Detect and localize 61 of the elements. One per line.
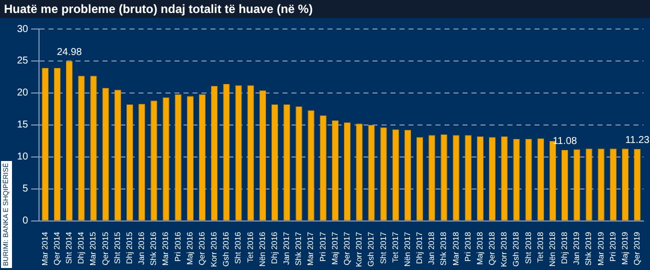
x-tick-label: Korr 2018 [500,231,509,268]
data-label: 11.08 [552,136,578,147]
x-tick-label: Nën 2017 [402,231,412,267]
y-tick-label: 0 [22,216,29,227]
y-tick-label: 15 [17,120,29,131]
x-tick-label: Shk 2018 [439,231,448,266]
x-tick-label: Shk 2017 [294,231,304,266]
x-tick-label: Pri 2017 [318,231,328,262]
x-tick-label: Maj 2017 [330,231,340,265]
x-tick-label: Mar 2018 [451,231,460,266]
x-tick-label: Mar 2016 [161,231,170,266]
x-tick-label: Mar 2017 [306,231,316,266]
y-tick-label: 5 [22,184,29,195]
x-tick-label: Dhj 2014 [76,231,86,264]
x-tick-label: Jan 2018 [427,231,436,265]
chart-title: Huatë me probleme (bruto) ndaj totalit të huave (në %) [0,0,650,18]
x-tick-label: Maj 2016 [185,231,194,265]
x-tick-label: Jan 2019 [572,231,582,265]
x-tick-label: Nën 2016 [258,231,267,267]
x-tick-label: Dhj 2015 [124,231,134,264]
x-tick-label: Qer 2019 [632,231,642,266]
x-tick-label: Qer 2015 [100,231,110,266]
x-tick-label: Gsh 2016 [222,231,231,267]
x-tick-label: Gsh 2018 [512,231,521,267]
x-tick-label: Mar 2019 [596,231,606,266]
x-tick-label: Shk 2019 [584,231,594,266]
x-tick-label: Tet 2018 [536,231,545,263]
x-tick-label: Pri 2019 [608,231,618,262]
x-tick-label: Maj 2019 [620,231,630,265]
data-label: 24.98 [56,46,82,58]
y-tick-label: 25 [17,56,29,67]
y-tick-label: 20 [17,88,29,99]
x-tick-label: Sht 2018 [524,231,533,264]
x-tick-label: Dhj 2018 [560,231,570,264]
y-tick-label: 10 [17,152,29,163]
x-tick-label: Qer 2017 [342,231,352,266]
x-tick-label: Korr 2016 [210,231,219,268]
x-tick-label: Maj 2018 [475,231,484,265]
x-tick-label: Pri 2016 [173,231,182,262]
x-tick-label: Qer 2014 [52,231,62,266]
x-tick-label: Nën 2018 [548,231,557,267]
x-tick-label: Korr 2017 [354,231,364,268]
x-tick-label: Sht 2015 [112,231,122,264]
x-tick-label: Sht 2014 [64,231,74,264]
x-tick-label: Qer 2016 [197,231,206,266]
x-tick-label: Shk 2016 [149,231,158,266]
x-tick-label: Dhj 2017 [415,231,424,264]
x-tick-label: Jan 2017 [282,231,292,265]
x-tick-label: Qer 2018 [488,231,497,266]
data-label: 11.23 [625,134,650,146]
x-tick-label: Pri 2018 [463,231,472,262]
x-tick-label: Dhj 2016 [270,231,279,264]
x-tick-label: Jan 2016 [137,231,146,265]
x-tick-label: Tet 2017 [390,231,400,263]
x-tick-label: Sht 2016 [234,231,243,264]
x-tick-label: Mar 2014 [40,231,50,266]
x-tick-label: Sht 2017 [378,231,388,264]
y-tick-label: 30 [17,24,29,35]
x-tick-label: Gsh 2017 [366,231,376,267]
x-tick-label: Tet 2016 [246,231,255,263]
x-tick-label: Mar 2015 [88,231,98,266]
